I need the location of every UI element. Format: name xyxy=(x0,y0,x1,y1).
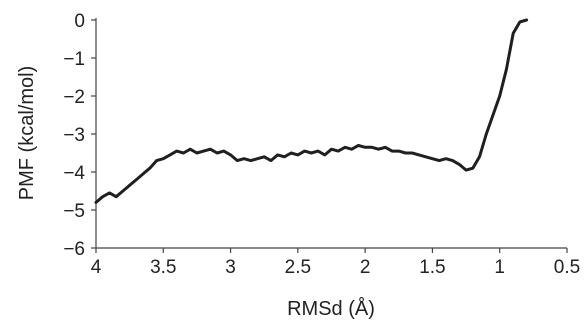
y-axis-title: PMF (kcal/mol) xyxy=(16,66,38,200)
y-axis-ticks: 0 −1 −2 −3 −4 −5 −6 xyxy=(63,11,96,260)
x-tick-label: 1 xyxy=(494,257,505,278)
x-tick-label: 1.5 xyxy=(419,257,445,278)
y-tick-label: −5 xyxy=(63,201,85,222)
x-tick-label: 4 xyxy=(91,257,102,278)
y-tick-label: −2 xyxy=(63,87,85,108)
x-tick-label: 2 xyxy=(360,257,371,278)
axes xyxy=(95,18,567,249)
x-tick-label: 2.5 xyxy=(285,257,311,278)
x-tick-label: 0.5 xyxy=(554,257,580,278)
y-tick-label: 0 xyxy=(74,11,85,32)
y-tick-label: −1 xyxy=(63,49,85,70)
y-tick-label: −6 xyxy=(63,239,85,260)
y-tick-label: −3 xyxy=(63,125,85,146)
x-axis-title: RMSd (Å) xyxy=(287,297,375,320)
y-tick-label: −4 xyxy=(63,163,85,184)
series-line-0 xyxy=(94,18,529,204)
x-axis-ticks: 4 3.5 3 2.5 2 1.5 1 0.5 xyxy=(91,248,580,278)
series-layer xyxy=(94,18,529,204)
x-tick-label: 3.5 xyxy=(150,257,176,278)
x-tick-label: 3 xyxy=(225,257,236,278)
